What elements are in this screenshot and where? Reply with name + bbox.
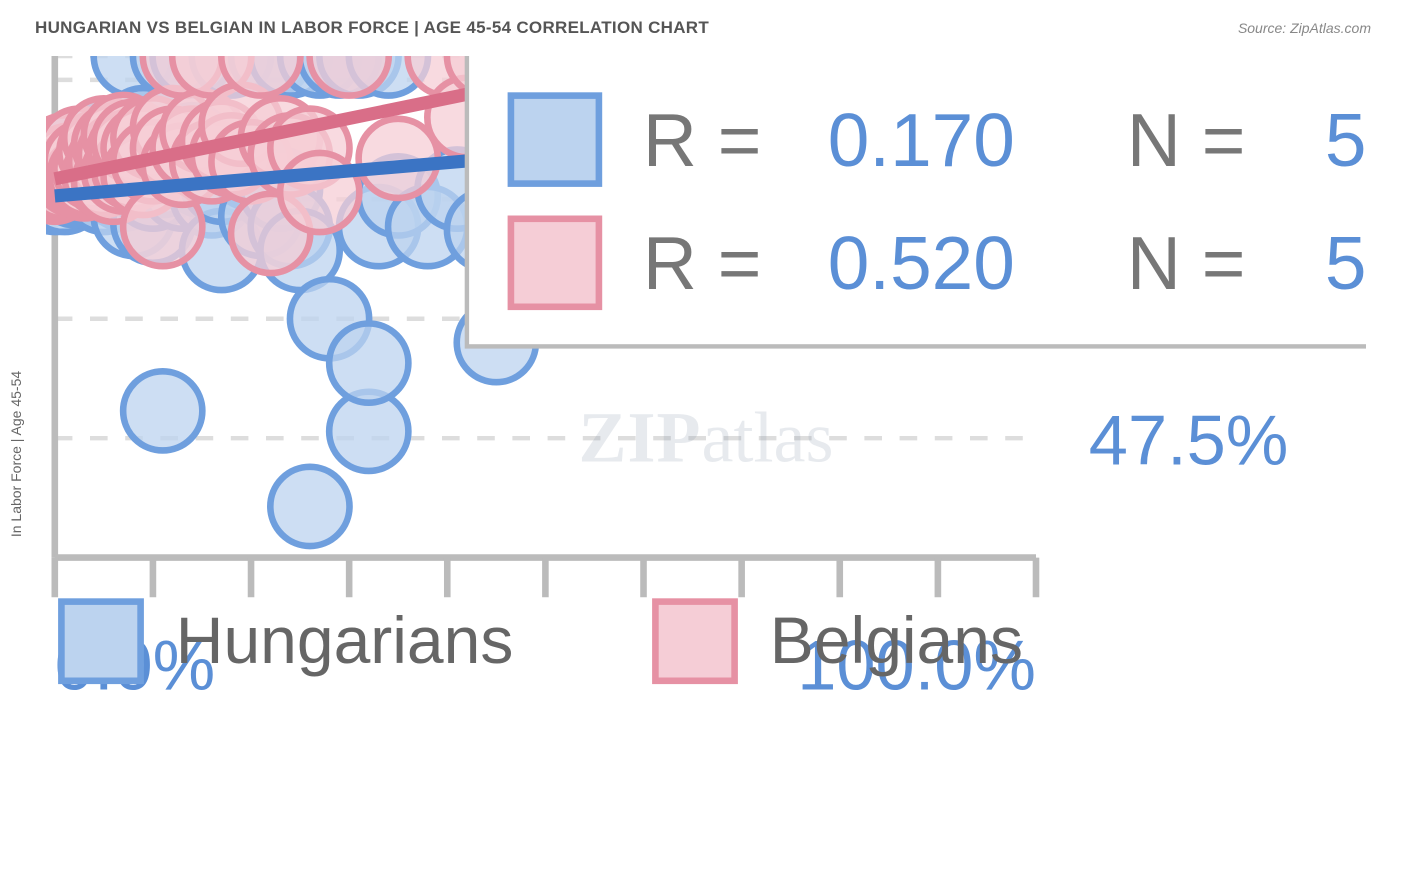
source-attribution: Source: ZipAtlas.com: [1238, 20, 1371, 36]
svg-text:0.520: 0.520: [828, 221, 1015, 305]
svg-text:52: 52: [1325, 221, 1366, 305]
legend-label: Hungarians: [176, 603, 514, 677]
svg-text:59: 59: [1325, 98, 1366, 182]
svg-text:N =: N =: [1127, 98, 1245, 182]
scatter-plot-svg: 47.5%65.0%82.5%100.0%0.0%100.0%R =0.170N…: [46, 56, 1366, 716]
chart-title: HUNGARIAN VS BELGIAN IN LABOR FORCE | AG…: [35, 18, 709, 38]
chart-area: In Labor Force | Age 45-54 47.5%65.0%82.…: [46, 56, 1366, 852]
svg-text:R =: R =: [643, 221, 761, 305]
y-tick-label: 47.5%: [1089, 401, 1289, 480]
svg-text:R =: R =: [643, 98, 761, 182]
legend-label: Belgians: [770, 603, 1023, 677]
svg-text:N =: N =: [1127, 221, 1245, 305]
svg-text:0.170: 0.170: [828, 98, 1015, 182]
y-axis-label: In Labor Force | Age 45-54: [8, 371, 24, 537]
